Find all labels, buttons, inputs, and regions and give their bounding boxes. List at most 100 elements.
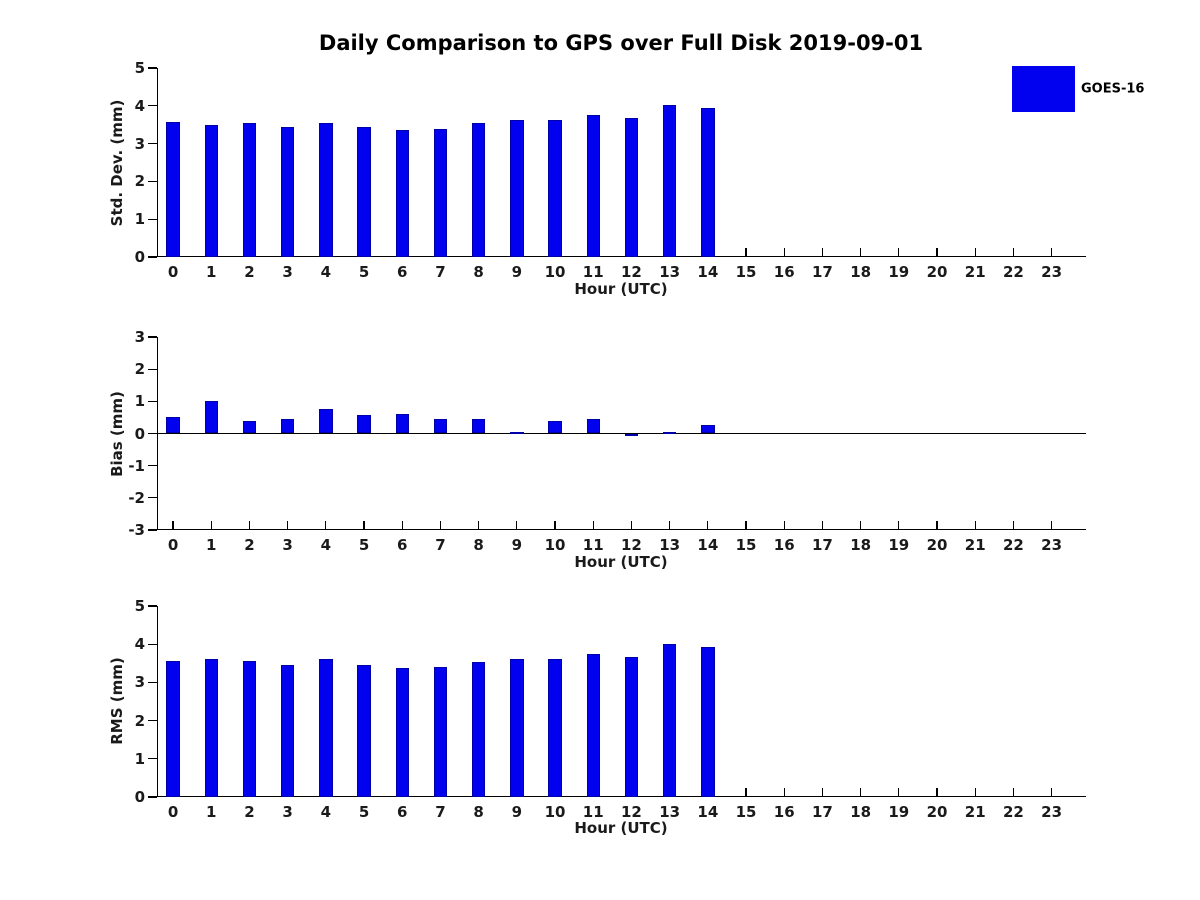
x-tick-label: 1	[206, 536, 217, 554]
x-tick-label: 20	[926, 803, 948, 821]
bar-hour-3	[280, 126, 295, 257]
x-tick	[1012, 248, 1015, 257]
x-tick-label: 0	[167, 536, 179, 554]
y-tick	[148, 758, 157, 760]
x-tick-label: 15	[735, 263, 757, 281]
x-tick	[516, 248, 518, 257]
x-tick	[172, 521, 174, 530]
y-tick	[148, 142, 157, 145]
bar-hour-2	[242, 420, 257, 434]
bar-hour-7	[433, 667, 448, 797]
y-tick-label: 4	[134, 96, 145, 115]
x-tick-label: 18	[850, 803, 872, 821]
x-tick	[439, 248, 442, 257]
bar-hour-4	[319, 659, 333, 797]
x-tick	[745, 248, 747, 257]
bar-hour-3	[280, 419, 295, 434]
x-tick	[172, 248, 174, 257]
y-tick	[148, 529, 157, 531]
bar-hour-10	[548, 120, 562, 257]
x-tick-label: 20	[926, 263, 948, 281]
x-tick	[936, 248, 938, 257]
y-tick-label: -1	[128, 456, 145, 475]
x-tick	[745, 521, 747, 530]
x-tick-label: 19	[888, 263, 910, 281]
plot-area-rms: 0 1 2 3 4 5 0 1 2 3 4 5 6 7 8 9 10 11 12 13 14 15 16 17 18 19 20 21…	[135, 597, 1086, 821]
x-tick	[325, 788, 327, 797]
bar-hour-2	[242, 661, 257, 797]
x-tick	[592, 521, 594, 530]
y-axis-label-std-dev: Std. Dev. (mm)	[108, 99, 126, 227]
x-tick-label: 16	[773, 263, 795, 281]
x-tick-label: 2	[244, 536, 255, 554]
x-tick-label: 21	[964, 263, 986, 281]
x-tick-label: 23	[1041, 536, 1063, 554]
x-tick	[859, 788, 862, 797]
x-axis-label-bias: Hour (UTC)	[574, 553, 668, 571]
x-tick	[859, 248, 862, 257]
bar-hour-6	[395, 667, 409, 797]
x-tick	[210, 788, 212, 797]
x-tick-label: 9	[511, 263, 523, 281]
x-tick	[630, 788, 633, 797]
y-tick-label: 0	[134, 788, 145, 806]
x-tick	[363, 788, 365, 797]
x-tick-label: 5	[358, 263, 370, 281]
bar-hour-1	[204, 124, 218, 257]
x-tick	[783, 248, 785, 257]
y-axis-spine	[157, 337, 159, 530]
y-tick-label: 3	[134, 673, 145, 692]
x-tick-label: 8	[473, 803, 484, 821]
y-tick	[148, 218, 157, 220]
x-tick-label: 3	[282, 263, 293, 281]
x-tick	[783, 521, 785, 530]
x-tick	[668, 521, 671, 530]
x-tick	[1050, 788, 1053, 797]
y-tick-label: 1	[134, 210, 145, 229]
x-tick	[974, 521, 976, 530]
x-tick	[325, 521, 327, 530]
x-tick	[859, 521, 862, 530]
bar-hour-4	[319, 123, 333, 257]
x-tick	[554, 248, 556, 257]
bar-hour-11	[586, 419, 600, 434]
bar-hour-12	[624, 118, 639, 257]
x-tick-label: 10	[544, 536, 566, 554]
bar-hour-12	[624, 656, 639, 797]
x-tick	[707, 788, 709, 797]
y-tick-label: 1	[134, 749, 145, 768]
x-tick	[1012, 521, 1015, 530]
x-tick	[286, 248, 289, 257]
y-tick	[148, 336, 157, 338]
x-tick-label: 4	[320, 263, 332, 281]
y-tick-label: -2	[128, 488, 145, 507]
x-tick	[401, 788, 403, 797]
bar-hour-11	[586, 115, 600, 257]
plot-area-std-dev: 0 1 2 3 4 5 0 1 2 3 4 5 6 7 8 9 10 11 12 13 14 15 16 17 18 19 20 21…	[135, 59, 1086, 281]
y-tick	[148, 105, 157, 107]
y-tick	[148, 605, 157, 607]
x-tick-label: 8	[473, 536, 484, 554]
x-tick-label: 0	[167, 263, 179, 281]
bar-hour-4	[319, 408, 333, 434]
y-tick	[148, 497, 157, 499]
x-tick-label: 15	[735, 803, 757, 821]
y-tick	[148, 368, 157, 370]
bar-hour-0	[166, 122, 180, 257]
x-tick	[363, 521, 365, 530]
x-tick	[707, 248, 709, 257]
x-tick-label: 10	[544, 803, 566, 821]
x-tick-label: 14	[697, 803, 719, 821]
y-tick-label: -3	[128, 521, 145, 539]
x-tick	[516, 788, 518, 797]
x-tick	[821, 788, 824, 797]
y-tick	[148, 796, 157, 798]
bar-hour-6	[395, 413, 409, 434]
x-tick	[286, 521, 289, 530]
x-tick	[248, 521, 251, 530]
x-tick-label: 1	[206, 263, 217, 281]
x-tick-label: 21	[964, 803, 986, 821]
y-tick	[148, 465, 157, 467]
